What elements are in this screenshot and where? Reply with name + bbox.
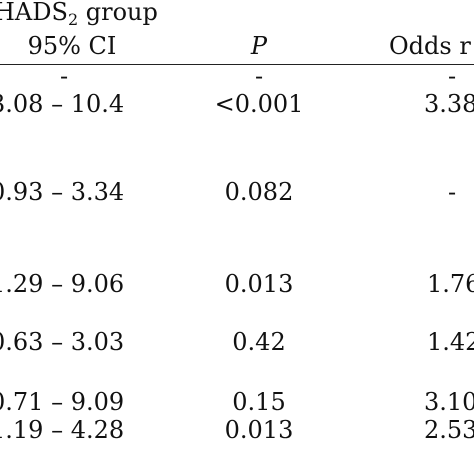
cell-p: 0.15	[232, 388, 286, 416]
group-label-subscript: 2	[67, 10, 79, 29]
cell-odds-ratio: 2.53	[424, 416, 474, 444]
cell-odds-ratio: 3.38	[424, 90, 474, 118]
header-rule	[0, 64, 474, 65]
cell-ci: 3.08 – 10.4	[0, 90, 125, 118]
group-label-text: HADS	[0, 0, 68, 26]
cell-p: 0.013	[224, 416, 294, 444]
cell-p: -	[254, 62, 264, 90]
group-label-suffix: group	[78, 0, 158, 26]
column-header-p: P	[250, 32, 268, 60]
cell-ci: -	[59, 62, 69, 90]
column-header-ci: 95% CI	[27, 32, 117, 60]
cell-p: <0.001	[214, 90, 304, 118]
cell-odds-ratio: -	[448, 178, 457, 206]
cell-ci: 0.93 – 3.34	[0, 178, 125, 206]
cell-p: 0.42	[232, 328, 286, 356]
cell-ci: 0.63 – 3.03	[0, 328, 125, 356]
cell-p: 0.013	[224, 270, 294, 298]
cell-odds-ratio: 1.42	[427, 328, 474, 356]
cell-ci: 1.29 – 9.06	[0, 270, 125, 298]
cell-ci: 1.19 – 4.28	[0, 416, 125, 444]
cell-odds-ratio: 1.76	[427, 270, 474, 298]
cell-p: 0.082	[224, 178, 294, 206]
cell-odds-ratio: 3.10	[424, 388, 474, 416]
cell-ci: 0.71 – 9.09	[0, 388, 125, 416]
group-label: HADS2 group	[0, 0, 158, 34]
cell-odds-ratio: -	[448, 62, 457, 90]
column-header-odds-ratio: Odds r	[389, 32, 471, 60]
